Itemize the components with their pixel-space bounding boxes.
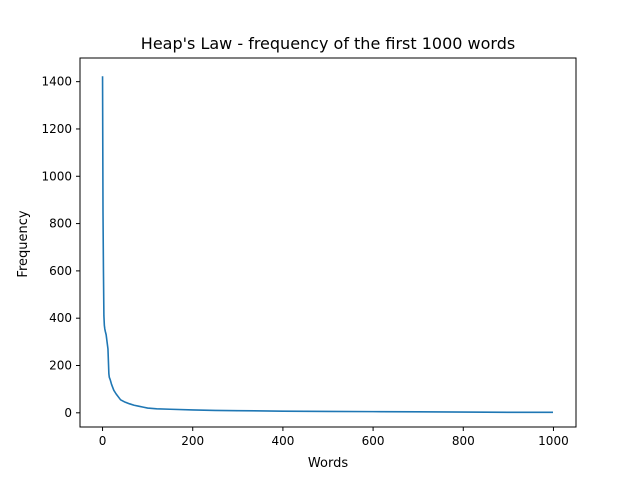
x-tick-label-1000: 1000 [538,434,569,448]
y-tick-label-1400: 1400 [41,75,72,89]
y-tick-label-600: 600 [49,264,72,278]
x-tick-label-400: 400 [271,434,294,448]
axes-frame [79,57,577,428]
y-tick-label-1000: 1000 [41,169,72,183]
y-tick-label-1200: 1200 [41,122,72,136]
y-tick-label-800: 800 [49,217,72,231]
x-tick-label-0: 0 [99,434,107,448]
series-line-0 [101,76,553,414]
y-tick-label-200: 200 [49,359,72,373]
x-tick-label-800: 800 [452,434,475,448]
x-tick-label-600: 600 [362,434,385,448]
x-axis-label: Words [308,456,348,471]
y-tick-label-400: 400 [49,311,72,325]
y-axis-label: Frequency [16,210,31,277]
plot-area: 0 200 400 600 800 1000 0 200 400 600 800 1000 1200 14… [41,57,577,448]
y-tick-label-0: 0 [64,406,72,420]
chart-title: Heap's Law - frequency of the first 1000… [141,34,515,53]
x-tick-label-200: 200 [181,434,204,448]
